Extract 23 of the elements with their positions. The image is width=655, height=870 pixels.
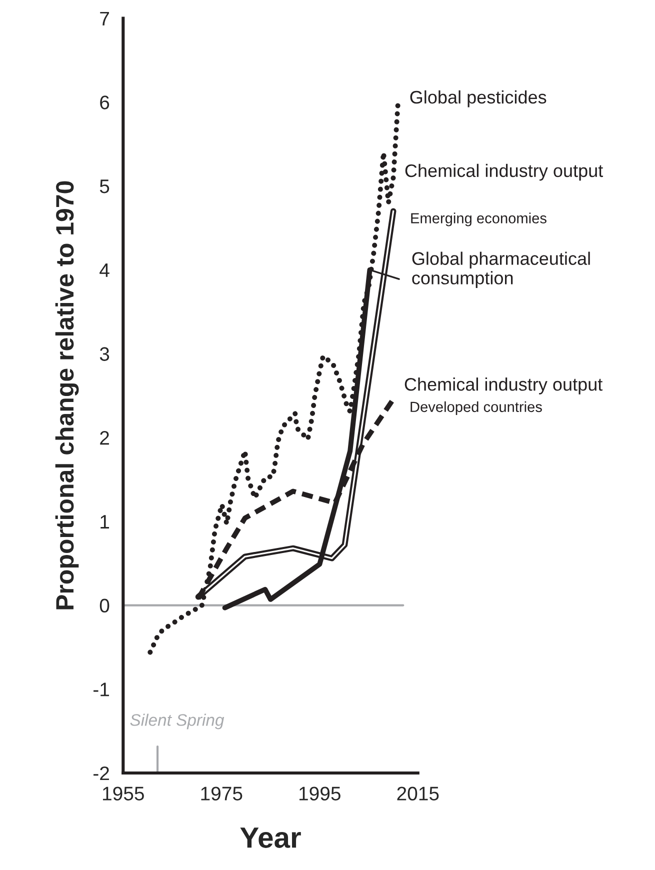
y-tick-label: 6 (100, 96, 110, 110)
ref-line-label: Silent Spring (130, 714, 224, 730)
y-tick-label: 0 (100, 598, 110, 613)
x-tick-label: 1955 (102, 786, 144, 800)
y-tick-label: -1 (94, 682, 109, 696)
y-tick-label: 5 (100, 180, 110, 194)
y-axis-title: Proportional change relative to 1970 (55, 181, 79, 610)
series-label: Chemical industry output (405, 164, 604, 181)
annotation: Emerging economies (411, 212, 546, 226)
x-tick-label: 1995 (299, 786, 340, 800)
x-tick-label: 2015 (397, 786, 439, 800)
x-axis-title: Year (240, 828, 301, 848)
y-tick-label: 1 (100, 515, 109, 528)
x-tick-label: 1975 (201, 786, 242, 800)
series-label: Global pesticides (410, 90, 546, 108)
legend-label: Global pharmaceutical consumption (412, 252, 590, 288)
y-tick-label: 2 (100, 431, 109, 445)
annotation: Developed countries (410, 401, 542, 415)
y-tick-label: -2 (94, 766, 109, 780)
y-tick-label: 3 (100, 347, 110, 361)
y-tick-label: 4 (100, 264, 110, 277)
y-tick-label: 7 (100, 12, 109, 26)
series-label: Chemical industry output (404, 378, 603, 394)
